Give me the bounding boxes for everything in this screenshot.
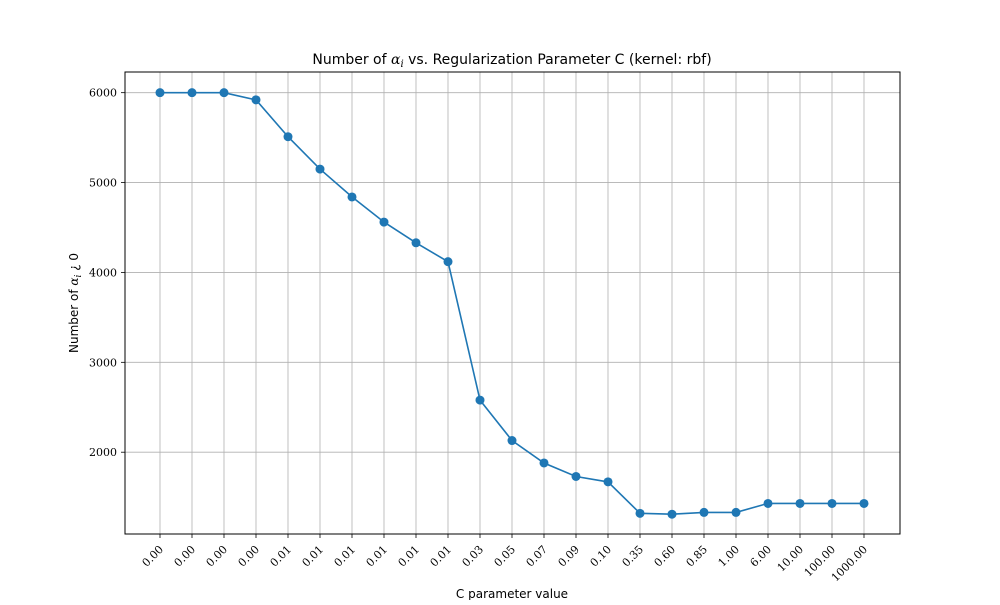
x-axis-label: C parameter value xyxy=(456,587,568,600)
x-tick-label: 0.10 xyxy=(588,543,615,570)
x-tick-label: 0.01 xyxy=(396,543,423,570)
y-tick-label: 3000 xyxy=(89,356,117,369)
data-point xyxy=(443,257,453,267)
y-tick-label: 5000 xyxy=(89,177,117,190)
x-tick-label: 0.07 xyxy=(524,543,551,570)
data-point xyxy=(507,436,517,446)
x-tick-label: 0.00 xyxy=(236,543,263,570)
y-axis-ticks: 2000 3000 4000 5000 6000 xyxy=(89,87,125,459)
x-tick-label: 0.01 xyxy=(428,543,455,570)
x-tick-label: 0.35 xyxy=(620,543,647,570)
chart-title: Number of αi vs. Regularization Paramete… xyxy=(312,52,711,70)
data-point xyxy=(475,395,485,405)
series-markers xyxy=(155,88,869,519)
chart-title-suffix: vs. Regularization Parameter C (kernel: … xyxy=(404,52,712,68)
data-point xyxy=(219,88,229,98)
y-axis-label-alpha: α xyxy=(67,278,81,286)
x-axis-ticks: 0.00 0.00 0.00 0.00 0.01 0.01 0.01 0.01 0.01 0.01… xyxy=(140,534,870,584)
y-tick-label: 4000 xyxy=(89,266,117,279)
x-tick-label: 0.01 xyxy=(300,543,327,570)
x-tick-label: 0.00 xyxy=(172,543,199,570)
y-tick-label: 6000 xyxy=(89,87,117,100)
y-tick-label: 2000 xyxy=(89,446,117,459)
x-tick-label: 0.01 xyxy=(332,543,359,570)
x-tick-label: 0.60 xyxy=(652,543,679,570)
data-point xyxy=(603,477,613,487)
y-axis-label-suffix: ¿ 0 xyxy=(67,253,81,275)
x-tick-label: 0.00 xyxy=(204,543,231,570)
data-point xyxy=(539,458,549,468)
data-point xyxy=(731,507,741,517)
x-tick-label: 0.85 xyxy=(684,543,711,570)
data-point xyxy=(411,238,421,248)
data-point xyxy=(251,95,261,105)
x-tick-label: 0.01 xyxy=(268,543,295,570)
x-tick-label: 1.00 xyxy=(716,543,743,570)
data-point xyxy=(155,88,165,98)
data-point xyxy=(859,498,869,508)
data-point xyxy=(347,192,357,202)
data-point xyxy=(667,509,677,519)
plot-frame xyxy=(124,71,901,535)
grid xyxy=(125,72,900,534)
data-point xyxy=(763,498,773,508)
x-tick-label: 0.03 xyxy=(460,543,487,570)
data-point xyxy=(827,498,837,508)
y-axis-label-prefix: Number of xyxy=(67,286,81,353)
y-axis-label: Number of αi ¿ 0 xyxy=(67,253,84,353)
x-tick-label: 0.00 xyxy=(140,543,167,570)
x-tick-label: 0.09 xyxy=(556,543,583,570)
chart-title-prefix: Number of xyxy=(312,52,391,68)
data-point xyxy=(699,507,709,517)
data-point xyxy=(379,217,389,227)
chart-title-alpha: α xyxy=(391,52,401,68)
chart-title-subscript: i xyxy=(400,59,403,70)
data-point xyxy=(315,164,325,174)
x-tick-label: 0.05 xyxy=(492,543,519,570)
data-point xyxy=(187,88,197,98)
y-axis-label-subscript: i xyxy=(74,275,84,278)
x-tick-label: 0.01 xyxy=(364,543,391,570)
x-tick-label: 6.00 xyxy=(748,543,775,570)
data-point xyxy=(283,132,293,142)
data-point xyxy=(571,471,581,481)
data-point xyxy=(635,508,645,518)
data-point xyxy=(795,498,805,508)
